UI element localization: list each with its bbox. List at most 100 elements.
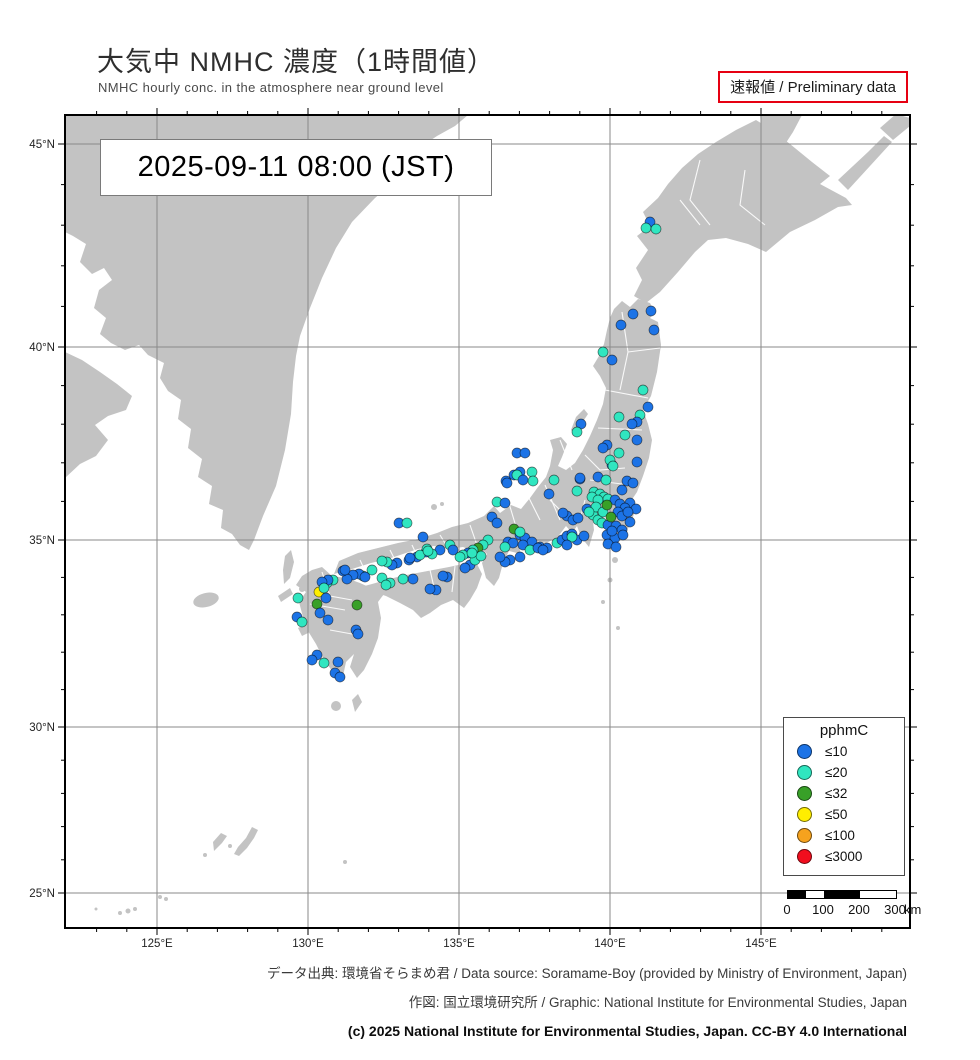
scale-bar-number: 200 (848, 902, 870, 917)
station-dot (627, 308, 639, 320)
footer: データ出典: 環境省そらまめ君 / Data source: Soramame-… (267, 962, 907, 1039)
continent-china-coast (65, 352, 132, 478)
station-dot (320, 592, 332, 604)
islet-4 (158, 895, 162, 899)
station-dot (617, 529, 629, 541)
station-dot (491, 517, 503, 529)
station-dot (605, 511, 617, 523)
station-dot (475, 550, 487, 562)
station-dot (557, 507, 569, 519)
station-dot (318, 657, 330, 669)
station-dot (519, 447, 531, 459)
station-dot (526, 466, 538, 478)
station-dot (527, 475, 539, 487)
station-dot (571, 426, 583, 438)
station-dot (311, 598, 323, 610)
station-dot (352, 628, 364, 640)
legend-dot (797, 849, 812, 864)
station-dot (501, 477, 513, 489)
preliminary-data-badge: 速報値 / Preliminary data (718, 71, 908, 103)
station-dots (291, 216, 662, 683)
station-dot (548, 474, 560, 486)
station-dot (561, 539, 573, 551)
legend-dot (797, 765, 812, 780)
axis-ticks (58, 108, 917, 935)
oki-island (431, 504, 437, 510)
islet-2 (228, 844, 232, 848)
station-dot (437, 570, 449, 582)
station-dot (332, 656, 344, 668)
legend-dot (797, 786, 812, 801)
islet-6 (118, 911, 122, 915)
station-dot (631, 434, 643, 446)
station-dot (318, 582, 330, 594)
svg-text:140°E: 140°E (594, 938, 626, 950)
okinawa-island (234, 827, 258, 856)
station-dot (642, 401, 654, 413)
station-dot (376, 555, 388, 567)
station-dot (610, 541, 622, 553)
goto-islands (278, 588, 293, 602)
iki-island (299, 586, 305, 592)
station-dot (606, 354, 618, 366)
scale-bar: 0 100 200 300 km (783, 890, 925, 924)
station-dot (631, 456, 643, 468)
legend-entry-label: ≤50 (825, 807, 848, 822)
legend-entry: ≤10 (784, 741, 904, 762)
station-dot (424, 583, 436, 595)
station-dot (626, 418, 638, 430)
page-subtitle: NMHC hourly conc. in the atmosphere near… (98, 80, 444, 95)
station-dot (615, 319, 627, 331)
svg-text:45°N: 45°N (29, 139, 55, 151)
station-dot (314, 607, 326, 619)
station-dot (447, 544, 459, 556)
station-dot (645, 305, 657, 317)
tanegashima (352, 694, 362, 712)
legend-dot (797, 828, 812, 843)
station-dot (566, 531, 578, 543)
svg-text:125°E: 125°E (141, 938, 173, 950)
station-dot (417, 531, 429, 543)
legend-dot (797, 744, 812, 759)
legend-entry: ≤50 (784, 804, 904, 825)
scale-bar-number: 300 (884, 902, 906, 917)
yakushima (331, 701, 341, 711)
station-dot (616, 484, 628, 496)
legend-entry-label: ≤3000 (825, 849, 863, 864)
station-dot (606, 525, 618, 537)
continent-asia (65, 115, 468, 550)
izu-island-4 (616, 626, 620, 630)
legend-rows: ≤10 ≤20 ≤32 ≤50 ≤100 ≤3000 (784, 741, 904, 867)
izu-island-3 (601, 600, 605, 604)
legend-entry-label: ≤32 (825, 786, 848, 801)
station-dot (627, 477, 639, 489)
station-dot (624, 516, 636, 528)
islet-5 (125, 908, 131, 914)
station-dot (466, 547, 478, 559)
oki-island-2 (440, 502, 444, 506)
station-dot (359, 571, 371, 583)
station-dot (366, 564, 378, 576)
station-dot (292, 592, 304, 604)
legend-entry-label: ≤20 (825, 765, 848, 780)
tsushima (283, 550, 294, 584)
station-dot (537, 544, 549, 556)
legend-entry: ≤3000 (784, 846, 904, 867)
page-title: 大気中 NMHC 濃度（1時間値） (97, 47, 496, 77)
station-dot (571, 485, 583, 497)
station-dot (514, 551, 526, 563)
station-dot (640, 222, 652, 234)
islet-1 (203, 853, 207, 857)
scale-bar-number: 100 (812, 902, 834, 917)
station-dot (613, 411, 625, 423)
islet-7 (94, 907, 98, 911)
legend-entry: ≤20 (784, 762, 904, 783)
station-dot (517, 474, 529, 486)
station-dot (306, 654, 318, 666)
scale-bar-number: 0 (783, 902, 791, 917)
islet-9 (343, 860, 347, 864)
amakusa (298, 622, 314, 636)
station-dot (637, 384, 649, 396)
legend-entry-label: ≤100 (825, 828, 855, 843)
